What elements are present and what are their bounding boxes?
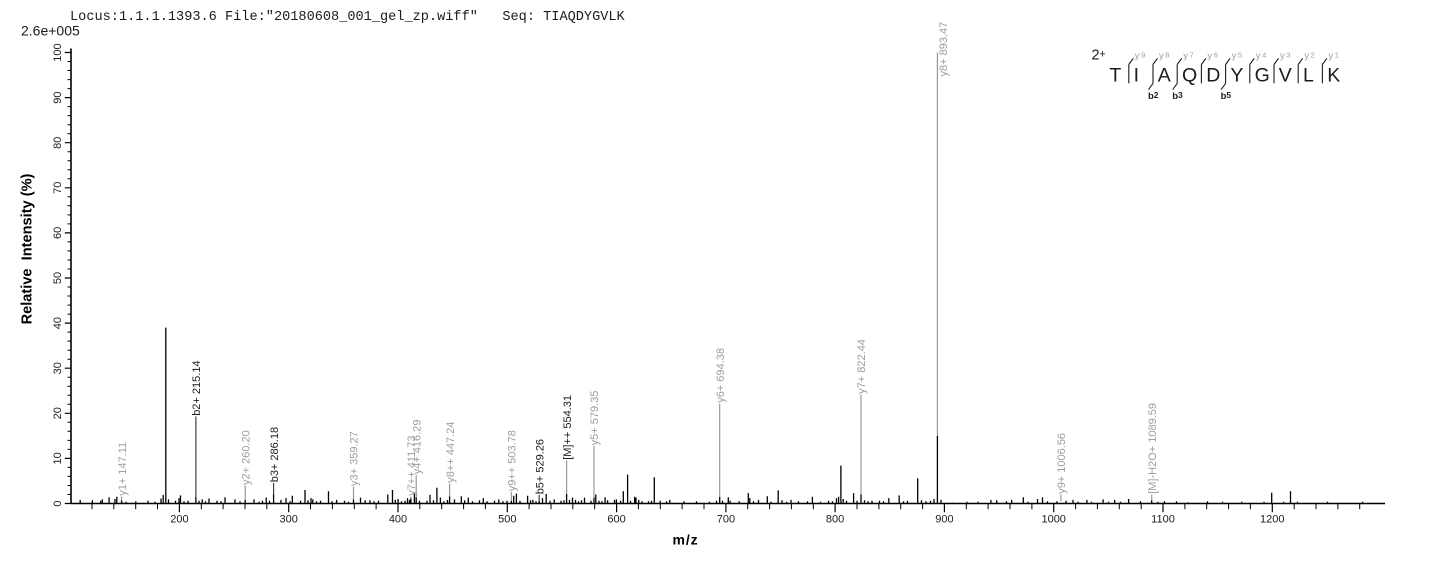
svg-text:30: 30 <box>52 362 64 374</box>
svg-text:y: y <box>1280 51 1285 62</box>
svg-text:700: 700 <box>717 514 735 526</box>
svg-text:2: 2 <box>1311 50 1315 59</box>
svg-text:[M]++ 554.31: [M]++ 554.31 <box>562 395 574 460</box>
svg-text:b: b <box>1148 91 1154 102</box>
svg-text:L: L <box>1303 65 1314 87</box>
svg-text:20: 20 <box>52 407 64 419</box>
svg-text:300: 300 <box>280 514 298 526</box>
svg-text:8: 8 <box>1165 50 1169 59</box>
svg-text:600: 600 <box>607 514 625 526</box>
svg-text:y9++ 503.78: y9++ 503.78 <box>507 430 519 491</box>
svg-text:y4+ 416.29: y4+ 416.29 <box>411 420 423 475</box>
svg-text:100: 100 <box>52 43 64 61</box>
svg-text:3: 3 <box>1286 50 1290 59</box>
svg-text:400: 400 <box>389 514 407 526</box>
svg-text:K: K <box>1327 65 1340 87</box>
svg-text:40: 40 <box>52 317 64 329</box>
svg-text:D: D <box>1206 65 1220 87</box>
svg-text:3: 3 <box>1178 90 1183 100</box>
svg-text:y: y <box>1232 51 1237 62</box>
svg-text:80: 80 <box>52 137 64 149</box>
svg-text:900: 900 <box>935 514 953 526</box>
svg-text:Relative Intensity (%): Relative Intensity (%) <box>20 173 36 324</box>
svg-text:b5+ 529.26: b5+ 529.26 <box>534 439 546 494</box>
svg-text:5: 5 <box>1226 90 1231 100</box>
svg-text:T: T <box>1109 65 1121 87</box>
svg-text:y: y <box>1159 51 1164 62</box>
svg-text:200: 200 <box>170 514 188 526</box>
svg-text:1: 1 <box>1335 50 1339 59</box>
svg-text:60: 60 <box>52 227 64 239</box>
svg-text:y3+ 359.27: y3+ 359.27 <box>349 431 361 486</box>
svg-text:+: + <box>1099 49 1105 61</box>
svg-text:y: y <box>1328 51 1333 62</box>
svg-text:Q: Q <box>1182 65 1197 87</box>
svg-text:y: y <box>1304 51 1309 62</box>
svg-text:800: 800 <box>826 514 844 526</box>
svg-text:y: y <box>1183 51 1188 62</box>
svg-text:y6+ 694.38: y6+ 694.38 <box>715 348 727 403</box>
svg-text:b3+ 286.18: b3+ 286.18 <box>269 427 281 482</box>
svg-text:2.6e+005: 2.6e+005 <box>21 23 80 39</box>
svg-text:y2+ 260.20: y2+ 260.20 <box>240 430 252 485</box>
svg-text:I: I <box>1134 65 1139 87</box>
svg-text:500: 500 <box>498 514 516 526</box>
svg-text:y9+ 1006.56: y9+ 1006.56 <box>1056 433 1068 494</box>
svg-text:0: 0 <box>52 500 64 506</box>
svg-text:10: 10 <box>52 452 64 464</box>
svg-text:y: y <box>1135 51 1140 62</box>
svg-text:V: V <box>1279 65 1292 87</box>
svg-text:7: 7 <box>1190 50 1194 59</box>
svg-text:y8+ 893.47: y8+ 893.47 <box>938 22 950 77</box>
svg-text:y8++ 447.24: y8++ 447.24 <box>445 422 457 483</box>
svg-text:G: G <box>1255 65 1270 87</box>
svg-text:1100: 1100 <box>1151 514 1175 526</box>
svg-text:A: A <box>1158 65 1171 87</box>
svg-text:2: 2 <box>1154 90 1159 100</box>
svg-text:y: y <box>1256 51 1261 62</box>
svg-text:b2+ 215.14: b2+ 215.14 <box>191 360 203 415</box>
svg-text:90: 90 <box>52 91 64 103</box>
svg-text:50: 50 <box>52 272 64 284</box>
svg-text:y7++ 411.73: y7++ 411.73 <box>406 435 418 495</box>
svg-text:b: b <box>1172 91 1178 102</box>
svg-text:5: 5 <box>1238 50 1242 59</box>
svg-text:y1+ 147.11: y1+ 147.11 <box>117 442 129 496</box>
svg-text:9: 9 <box>1141 50 1145 59</box>
svg-text:b: b <box>1221 91 1227 102</box>
svg-text:Locus:1.1.1.1393.6 File:"20180: Locus:1.1.1.1393.6 File:"20180608_001_ge… <box>70 10 626 25</box>
svg-text:6: 6 <box>1214 50 1218 59</box>
svg-text:1000: 1000 <box>1041 514 1065 526</box>
svg-text:y7+ 822.44: y7+ 822.44 <box>856 339 868 394</box>
svg-text:m/z: m/z <box>672 532 698 548</box>
svg-text:y5+ 579.35: y5+ 579.35 <box>589 391 601 446</box>
svg-text:2: 2 <box>1092 48 1100 64</box>
svg-text:4: 4 <box>1262 50 1266 59</box>
svg-text:y: y <box>1207 51 1212 62</box>
svg-text:70: 70 <box>52 182 64 194</box>
svg-text:Y: Y <box>1230 65 1243 87</box>
svg-text:1200: 1200 <box>1260 514 1284 526</box>
svg-text:[M]-H2O+ 1089.59: [M]-H2O+ 1089.59 <box>1147 403 1159 494</box>
